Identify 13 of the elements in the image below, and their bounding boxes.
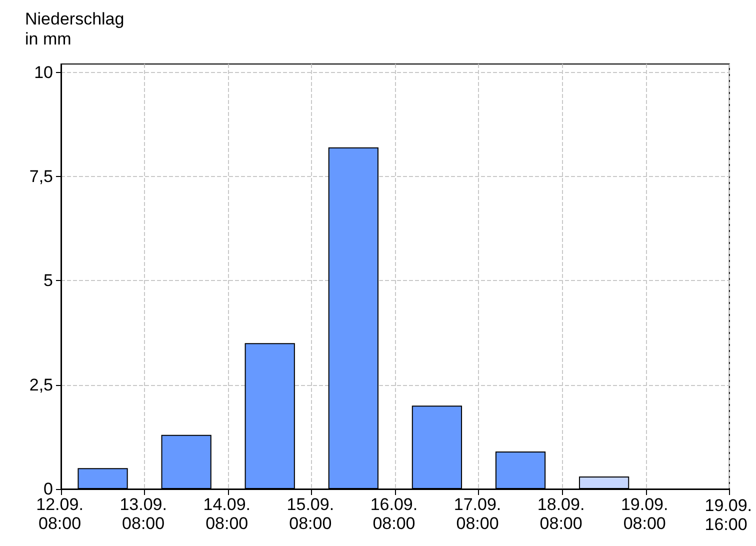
- x-tick-label: 16.09. 08:00: [370, 495, 418, 533]
- y-tick-label: 5: [44, 271, 53, 290]
- x-tick-label: 18.09. 08:00: [537, 495, 585, 533]
- x-tick-label: 14.09. 08:00: [203, 495, 250, 533]
- x-tick-label: 17.09. 08:00: [454, 495, 502, 533]
- y-tick-label: 7,5: [29, 167, 53, 186]
- x-tick-label: 13.09. 08:00: [120, 495, 167, 533]
- text: 19.09. 16:00: [704, 496, 752, 534]
- y-tick-label: 10: [34, 62, 53, 82]
- y-axis-title: Niederschlag in mm: [25, 10, 124, 48]
- x-tick-label: 15.09. 08:00: [286, 495, 334, 533]
- y-tick-label: 2,5: [29, 375, 53, 394]
- x-tick-label: 19.09. 08:00: [620, 495, 668, 533]
